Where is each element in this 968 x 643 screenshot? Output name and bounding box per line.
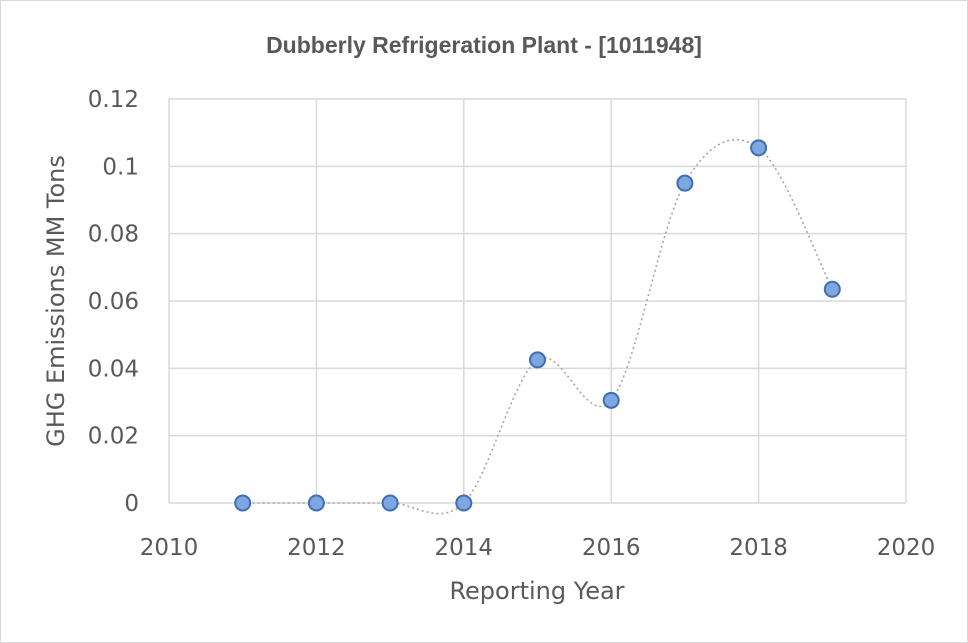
x-tick-label: 2014 [435,535,494,561]
data-point [234,494,252,512]
data-point [381,494,399,512]
y-tick-label: 0.12 [88,87,139,113]
data-point [602,391,620,409]
y-tick-label: 0 [124,491,139,517]
y-tick-label: 0.02 [88,424,139,450]
x-tick-label: 2018 [729,535,788,561]
x-axis-label: Reporting Year [449,577,624,605]
data-point [529,351,546,369]
chart-title: Dubberly Refrigeration Plant - [1011948] [266,32,702,58]
data-point [676,174,694,192]
data-point [750,139,768,157]
y-tick-label: 0.08 [88,222,139,248]
data-point [307,494,325,512]
x-tick-label: 2020 [877,535,936,561]
series-line [242,138,834,515]
x-tick-label: 2016 [582,535,641,561]
y-tick-labels: 0 0.02 0.04 0.06 0.08 0.1 0.12 [88,87,139,517]
x-tick-label: 2012 [287,535,346,561]
x-tick-labels: 2010 2012 2014 2016 2018 2020 [140,535,936,561]
data-point [455,494,473,512]
grid-layer [168,98,907,504]
marker-layer [234,139,841,512]
x-tick-label: 2010 [140,535,199,561]
y-axis-label: GHG Emissions MM Tons [42,155,70,447]
y-tick-label: 0.1 [102,154,139,180]
data-point [823,280,841,298]
y-tick-label: 0.06 [88,289,139,315]
y-tick-label: 0.04 [88,356,139,382]
